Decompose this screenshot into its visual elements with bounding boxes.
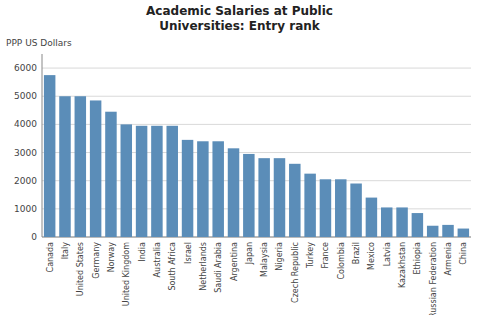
x-tick-label: Ethiopia bbox=[413, 242, 422, 275]
bar bbox=[427, 226, 438, 237]
y-axis-line bbox=[42, 54, 43, 237]
bar bbox=[258, 158, 269, 237]
bar bbox=[396, 207, 407, 237]
x-tick-label: Russian Federation bbox=[429, 242, 438, 315]
x-tick-label: Japan bbox=[245, 242, 254, 265]
x-tick-label: United States bbox=[76, 242, 85, 296]
title: Academic Salaries at PublicUniversities:… bbox=[146, 4, 333, 33]
x-tick-label: Mexico bbox=[367, 242, 376, 270]
x-tick-label: Turkey bbox=[306, 242, 315, 269]
bar bbox=[197, 141, 208, 237]
x-tick-label: Malaysia bbox=[260, 242, 269, 277]
y-tick-label: 4000 bbox=[14, 119, 37, 129]
y-tick-label: 0 bbox=[31, 232, 37, 242]
y-tick-label: 3000 bbox=[14, 148, 37, 158]
grid-line bbox=[42, 96, 471, 97]
bar bbox=[442, 225, 453, 237]
x-tick-label: Argentina bbox=[230, 242, 239, 281]
bar bbox=[212, 141, 223, 237]
x-tick-label: Armenia bbox=[444, 242, 453, 276]
chart-container: 0 1000 2000 3000 4000 5000 6000 Canada Italy Unit… bbox=[0, 0, 479, 315]
bar bbox=[289, 164, 300, 237]
bar bbox=[381, 207, 392, 237]
chart: 0 1000 2000 3000 4000 5000 6000 Canada Italy Unit… bbox=[0, 0, 479, 315]
bar bbox=[166, 126, 177, 237]
x-tick-label: United Kingdom bbox=[122, 242, 131, 306]
y-axis-label: PPP US Dollars bbox=[6, 38, 72, 48]
bar bbox=[121, 124, 132, 237]
x-tick-label: Colombia bbox=[337, 242, 346, 280]
bar bbox=[44, 75, 55, 237]
x-tick-label: Israel bbox=[184, 242, 193, 264]
x-tick-label: Brazil bbox=[352, 242, 361, 264]
x-tick-label: Netherlands bbox=[199, 242, 208, 291]
x-tick-label: Germany bbox=[92, 242, 101, 279]
title-line: Academic Salaries at Public bbox=[146, 4, 333, 18]
bar bbox=[243, 154, 254, 237]
y-tick-label: 5000 bbox=[14, 91, 37, 101]
x-tick-label: Norway bbox=[107, 242, 116, 273]
bar bbox=[320, 179, 331, 237]
y-tick-label: 6000 bbox=[14, 63, 37, 73]
bar bbox=[228, 148, 239, 237]
bar bbox=[335, 179, 346, 237]
title-line: Universities: Entry rank bbox=[159, 19, 321, 33]
x-tick-label: Nigeria bbox=[275, 242, 284, 271]
x-tick-label: Canada bbox=[46, 242, 55, 273]
bar bbox=[59, 96, 70, 237]
bar bbox=[151, 126, 162, 237]
x-tick-label: Australia bbox=[153, 242, 162, 277]
x-tick-label: Italy bbox=[61, 242, 70, 260]
x-tick-label: Latvia bbox=[383, 242, 392, 266]
grid-line bbox=[42, 68, 471, 69]
bar bbox=[274, 158, 285, 237]
bar bbox=[304, 174, 315, 237]
bar bbox=[366, 198, 377, 237]
x-tick-label: Czech Republic bbox=[291, 242, 300, 303]
bar bbox=[458, 229, 469, 237]
bar bbox=[412, 213, 423, 237]
bar bbox=[350, 184, 361, 237]
bar bbox=[136, 126, 147, 237]
grid bbox=[42, 68, 471, 237]
y-tick-label: 2000 bbox=[14, 176, 37, 186]
bar bbox=[105, 112, 116, 237]
y-tick-label: 1000 bbox=[14, 204, 37, 214]
bar bbox=[75, 96, 86, 237]
x-tick-label: Saudi Arabia bbox=[214, 242, 223, 293]
bar bbox=[182, 140, 193, 237]
x-tick-label: South Africa bbox=[168, 242, 177, 291]
bars bbox=[44, 75, 469, 237]
bar bbox=[90, 100, 101, 237]
x-tick-label: France bbox=[321, 242, 330, 269]
x-tick-label: India bbox=[138, 242, 147, 262]
x-tick-label: China bbox=[459, 242, 468, 265]
x-tick-label: Kazakhstan bbox=[398, 242, 407, 288]
